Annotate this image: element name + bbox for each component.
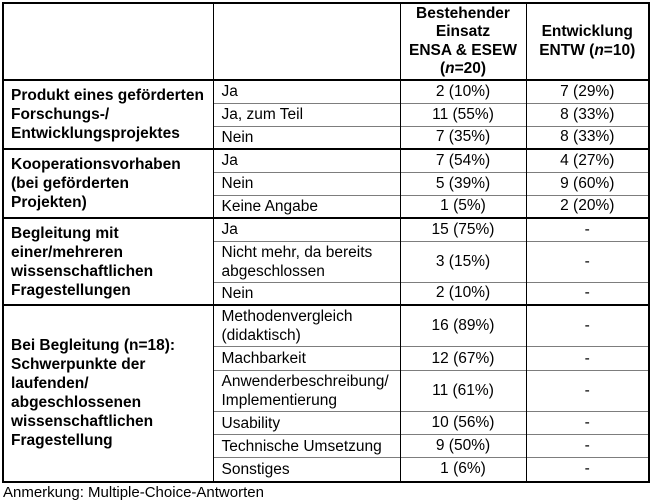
column-header-ensa-esew: Bestehender Einsatz ENSA & ESEW (n=20) (399, 3, 526, 81)
value-cell-ensa: 1 (6%) (399, 457, 526, 482)
group-label-begleitung: Begleitung mit einer/mehreren wissenscha… (3, 217, 213, 305)
header-sample-size: ENTW (n=10) (539, 41, 636, 59)
group-label-kooperation: Kooperationsvorhaben (bei geförderten Pr… (3, 148, 213, 218)
value-cell-entw: - (525, 281, 649, 305)
header-row: Bestehender Einsatz ENSA & ESEW (n=20) E… (3, 3, 649, 81)
table-row: Technische Umsetzung 9 (50%) - (3, 434, 649, 458)
answer-cell: Keine Angabe (212, 194, 400, 218)
table-row: Machbarkeit 12 (67%) - (3, 346, 649, 371)
answer-cell: Ja (212, 148, 400, 172)
value-cell-entw: - (525, 434, 649, 458)
value-cell-ensa: 1 (5%) (399, 194, 526, 218)
table-row: Produkt eines geförderten Forschungs-/ E… (3, 79, 649, 149)
value-cell-ensa: 2 (10%) (399, 281, 526, 305)
value-cell-entw: - (525, 411, 649, 435)
answer-cell: Nicht mehr, da bereits abgeschlossen (212, 240, 400, 282)
answer-cell: Ja (212, 217, 400, 241)
answer-cell: Sonstiges (212, 457, 400, 482)
answer-cell: Ja (212, 79, 400, 103)
value-cell-entw: 2 (20%) (525, 194, 649, 218)
value-cell-entw: - (525, 240, 649, 282)
table-row: Anwenderbeschreibung/ Implementierung 11… (3, 370, 649, 412)
table-row: Nein 5 (39%) 9 (60%) (3, 171, 649, 195)
value-cell-entw: 4 (27%) (525, 148, 649, 172)
table-row: Ja, zum Teil 11 (55%) 8 (33%) (3, 102, 649, 126)
value-cell-entw: 9 (60%) (525, 171, 649, 195)
table-row: Bei Begleitung (n=18): Schwerpunkte der … (3, 304, 649, 482)
answer-cell: Technische Umsetzung (212, 434, 400, 458)
table-row: Kooperationsvorhaben (bei geförderten Pr… (3, 148, 649, 218)
value-cell-ensa: 10 (56%) (399, 411, 526, 435)
value-cell-entw: - (525, 217, 649, 241)
value-cell-entw: 7 (29%) (525, 79, 649, 103)
header-line: Einsatz (435, 23, 491, 40)
header-empty-group-column (3, 3, 213, 81)
column-header-entw: Entwicklung ENTW (n=10) (525, 3, 649, 81)
table-row: Begleitung mit einer/mehreren wissenscha… (3, 217, 649, 305)
table-row: Usability 10 (56%) - (3, 411, 649, 435)
value-cell-ensa: 5 (39%) (399, 171, 526, 195)
value-cell-ensa: 11 (55%) (399, 102, 526, 126)
table-footnote: Anmerkung: Multiple-Choice-Antworten (3, 483, 264, 501)
group-label-schwerpunkte: Bei Begleitung (n=18): Schwerpunkte der … (3, 304, 213, 482)
table-row: Keine Angabe 1 (5%) 2 (20%) (3, 194, 649, 218)
answer-cell: Nein (212, 171, 400, 195)
answer-cell: Nein (212, 281, 400, 305)
value-cell-entw: - (525, 304, 649, 347)
table-row: Nicht mehr, da bereits abgeschlossen 3 (… (3, 240, 649, 282)
value-cell-ensa: 7 (35%) (399, 125, 526, 149)
header-line: ENSA & ESEW (409, 41, 517, 59)
value-cell-entw: 8 (33%) (525, 102, 649, 126)
header-empty-answer-column (212, 3, 400, 81)
answer-cell: Usability (212, 411, 400, 435)
table-row: Nein 2 (10%) - (3, 281, 649, 305)
value-cell-ensa: 15 (75%) (399, 217, 526, 241)
answer-cell: Methodenvergleich (didaktisch) (212, 304, 400, 347)
header-sample-size: (n=20) (439, 60, 487, 77)
value-cell-ensa: 11 (61%) (399, 370, 526, 412)
value-cell-ensa: 16 (89%) (399, 304, 526, 347)
value-cell-ensa: 7 (54%) (399, 148, 526, 172)
group-label-produkt: Produkt eines geförderten Forschungs-/ E… (3, 79, 213, 149)
table-row: Sonstiges 1 (6%) - (3, 457, 649, 482)
header-line: Bestehender (416, 4, 510, 22)
value-cell-entw: - (525, 370, 649, 412)
value-cell-entw: - (525, 457, 649, 482)
value-cell-ensa: 3 (15%) (399, 240, 526, 282)
value-cell-ensa: 12 (67%) (399, 346, 526, 371)
answer-cell: Ja, zum Teil (212, 102, 400, 126)
answer-cell: Machbarkeit (212, 346, 400, 371)
value-cell-ensa: 2 (10%) (399, 79, 526, 103)
value-cell-entw: - (525, 346, 649, 371)
value-cell-ensa: 9 (50%) (399, 434, 526, 458)
answer-cell: Anwenderbeschreibung/ Implementierung (212, 370, 400, 412)
value-cell-entw: 8 (33%) (525, 125, 649, 149)
header-line: Entwicklung (541, 23, 633, 40)
answer-cell: Nein (212, 125, 400, 149)
table-row: Nein 7 (35%) 8 (33%) (3, 125, 649, 149)
survey-results-table: Bestehender Einsatz ENSA & ESEW (n=20) E… (2, 2, 650, 483)
